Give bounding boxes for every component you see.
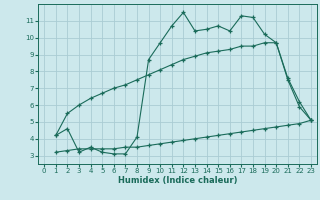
X-axis label: Humidex (Indice chaleur): Humidex (Indice chaleur) [118, 176, 237, 185]
